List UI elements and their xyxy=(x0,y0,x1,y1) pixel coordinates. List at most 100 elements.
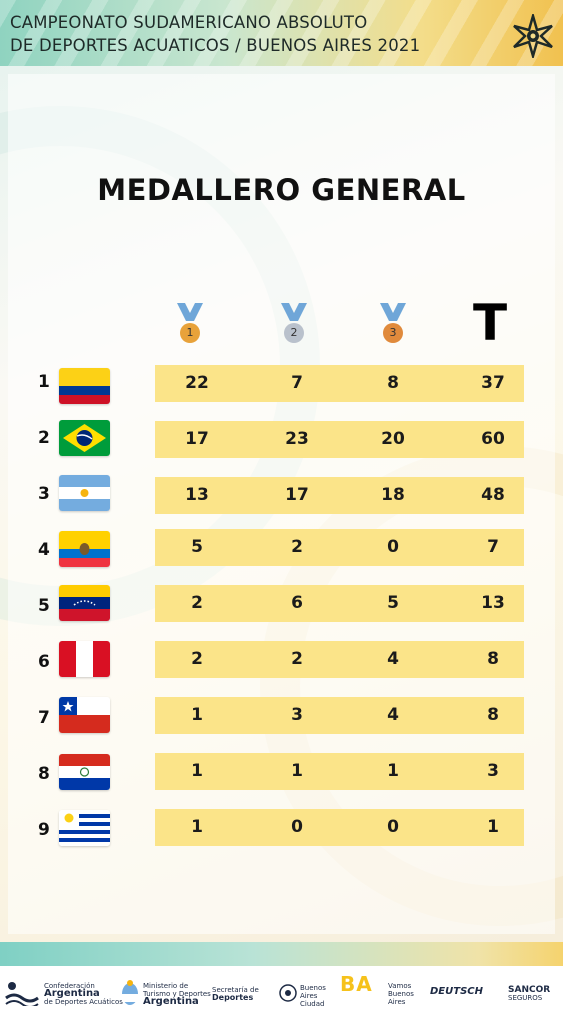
gold-count: 1 xyxy=(191,705,203,725)
sponsor-deutsch: DEUTSCH xyxy=(430,986,483,997)
table-row: 2 6 5 13 xyxy=(155,585,524,622)
rank-number: 4 xyxy=(38,540,50,560)
swimmer-logo-icon xyxy=(5,982,39,1006)
sponsor-cada: Confederación Argentina de Deportes Acuá… xyxy=(44,982,123,1006)
bronze-count: 0 xyxy=(387,537,399,557)
gold-count: 2 xyxy=(191,649,203,669)
total-count: 60 xyxy=(481,429,505,449)
total-count: 8 xyxy=(487,649,499,669)
sponsor-name: Argentina xyxy=(44,988,100,999)
medal-ribbon-icon xyxy=(281,303,307,321)
sponsor-name: BA xyxy=(340,972,373,996)
gold-count: 1 xyxy=(191,817,203,837)
event-title-line-1: CAMPEONATO SUDAMERICANO ABSOLUTO xyxy=(10,13,368,32)
uruguay-flag-icon xyxy=(59,810,110,846)
total-column-header: T xyxy=(472,294,508,352)
silver-count: 23 xyxy=(285,429,309,449)
bronze-medal-icon: 3 xyxy=(373,301,413,345)
sponsor-sub: SEGUROS xyxy=(508,994,543,1002)
sponsors-footer: Confederación Argentina de Deportes Acuá… xyxy=(0,966,563,1024)
table-row: 1 3 4 8 xyxy=(155,697,524,734)
bronze-count: 4 xyxy=(387,649,399,669)
colombia-flag-icon xyxy=(59,368,110,404)
bronze-count: 0 xyxy=(387,817,399,837)
silver-count: 17 xyxy=(285,485,309,505)
rank-number: 5 xyxy=(38,596,50,616)
event-header: CAMPEONATO SUDAMERICANO ABSOLUTO DE DEPO… xyxy=(0,0,563,66)
rank-number: 1 xyxy=(38,372,50,392)
rank-number: 2 xyxy=(38,428,50,448)
city-emblem-icon xyxy=(279,984,297,1002)
total-count: 1 xyxy=(487,817,499,837)
chile-flag-icon xyxy=(59,697,110,733)
brazil-flag-icon xyxy=(59,420,110,456)
table-row: 13 17 18 48 xyxy=(155,477,524,514)
sponsor-ministerio: Ministerio de Turismo y Deportes Argenti… xyxy=(143,982,211,1007)
event-title-line-2: DE DEPORTES ACUATICOS / BUENOS AIRES 202… xyxy=(10,36,421,55)
gold-count: 5 xyxy=(191,537,203,557)
paraguay-flag-icon xyxy=(59,754,110,790)
sponsor-secretaria: Secretaría de Deportes xyxy=(212,986,259,1002)
bronze-count: 1 xyxy=(387,761,399,781)
sponsor-vamos: Vamos Buenos Aires xyxy=(388,982,414,1006)
table-row: 17 23 20 60 xyxy=(155,421,524,458)
silver-count: 6 xyxy=(291,593,303,613)
sponsor-name: SANCOR xyxy=(508,985,551,995)
medal-number: 2 xyxy=(284,323,304,343)
table-row: 5 2 0 7 xyxy=(155,529,524,566)
sponsor-name: Deportes xyxy=(212,993,254,1002)
sponsor-name: DEUTSCH xyxy=(430,986,483,997)
medal-number: 1 xyxy=(180,323,200,343)
rank-number: 9 xyxy=(38,820,50,840)
silver-count: 3 xyxy=(291,705,303,725)
rank-number: 8 xyxy=(38,764,50,784)
gold-count: 2 xyxy=(191,593,203,613)
sponsor-name: Argentina xyxy=(143,996,199,1007)
silver-count: 0 xyxy=(291,817,303,837)
bronze-count: 4 xyxy=(387,705,399,725)
silver-count: 1 xyxy=(291,761,303,781)
sponsor-sub: Ministerio de xyxy=(143,982,189,990)
total-count: 37 xyxy=(481,373,505,393)
gold-count: 22 xyxy=(185,373,209,393)
total-count: 48 xyxy=(481,485,505,505)
sponsor-ba: BA xyxy=(340,974,373,994)
sponsor-sancor: SANCOR SEGUROS xyxy=(508,985,551,1003)
rank-number: 6 xyxy=(38,652,50,672)
medal-number: 3 xyxy=(383,323,403,343)
total-count: 7 xyxy=(487,537,499,557)
bronze-count: 8 xyxy=(387,373,399,393)
bronze-count: 5 xyxy=(387,593,399,613)
gold-count: 17 xyxy=(185,429,209,449)
peru-flag-icon xyxy=(59,641,110,677)
page-title: MEDALLERO GENERAL xyxy=(97,173,466,207)
medal-ribbon-icon xyxy=(380,303,406,321)
sponsor-ciudad: Buenos Aires Ciudad xyxy=(300,984,326,1008)
header-stripes xyxy=(0,0,563,66)
star-logo-icon xyxy=(513,14,553,58)
rank-number: 7 xyxy=(38,708,50,728)
table-row: 1 1 1 3 xyxy=(155,753,524,790)
total-count: 13 xyxy=(481,593,505,613)
sponsor-sub: Secretaría de xyxy=(212,986,259,994)
table-row: 1 0 0 1 xyxy=(155,809,524,846)
footer-decor-band xyxy=(0,942,563,966)
total-count: 3 xyxy=(487,761,499,781)
silver-count: 2 xyxy=(291,537,303,557)
silver-count: 7 xyxy=(291,373,303,393)
sponsor-sub2: de Deportes Acuáticos xyxy=(44,998,123,1006)
table-row: 22 7 8 37 xyxy=(155,365,524,402)
argentina-flag-icon xyxy=(59,475,110,511)
venezuela-flag-icon xyxy=(59,585,110,621)
sponsor-sub2: Turismo y Deportes xyxy=(143,990,211,998)
gold-count: 13 xyxy=(185,485,209,505)
coat-of-arms-icon xyxy=(122,980,138,1005)
rank-number: 3 xyxy=(38,484,50,504)
bronze-count: 18 xyxy=(381,485,405,505)
silver-count: 2 xyxy=(291,649,303,669)
gold-medal-icon: 1 xyxy=(170,301,210,345)
silver-medal-icon: 2 xyxy=(274,301,314,345)
total-count: 8 xyxy=(487,705,499,725)
table-row: 2 2 4 8 xyxy=(155,641,524,678)
medal-ribbon-icon xyxy=(177,303,203,321)
